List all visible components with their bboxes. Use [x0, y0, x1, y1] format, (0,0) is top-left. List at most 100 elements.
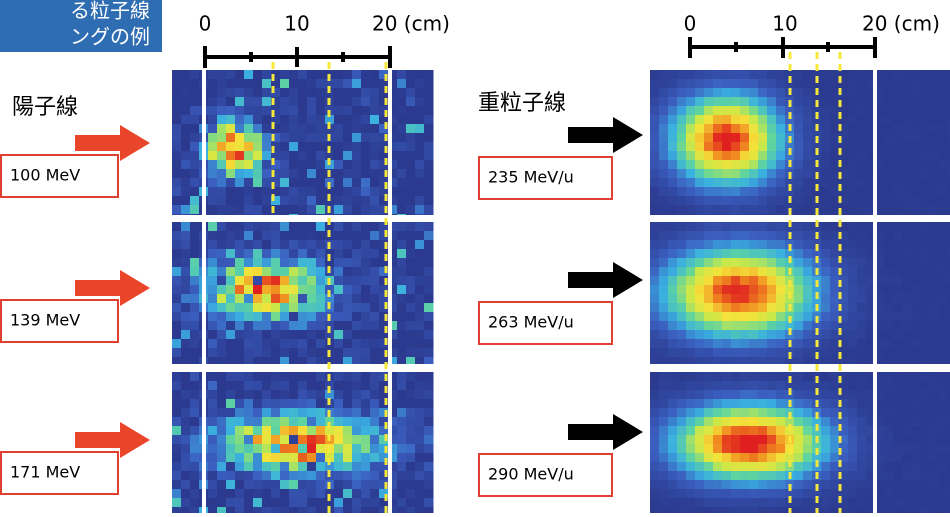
heatmap-cell — [190, 372, 200, 382]
heatmap-cell — [947, 408, 950, 418]
heatmap-cell — [776, 285, 786, 295]
heatmap-cell — [668, 178, 678, 188]
heatmap-cell — [722, 357, 732, 364]
heatmap-cell — [406, 240, 416, 250]
heatmap-cell — [767, 480, 777, 490]
heatmap-cell — [812, 417, 822, 427]
heatmap-cell — [253, 222, 263, 232]
heatmap-cell — [172, 79, 182, 89]
heatmap-cell — [722, 151, 732, 161]
heatmap-cell — [343, 435, 353, 445]
heatmap-cell — [253, 115, 263, 125]
heatmap-cell — [929, 70, 939, 80]
heatmap-cell — [325, 417, 335, 427]
heatmap-cell — [812, 115, 822, 125]
heatmap-cell — [650, 214, 660, 215]
heatmap-cell — [713, 79, 723, 89]
heatmap-cell — [758, 444, 768, 454]
heatmap-cell — [749, 222, 759, 232]
heatmap-cell — [875, 294, 885, 304]
heatmap-cell — [307, 115, 317, 125]
heatmap-cell — [253, 97, 263, 107]
heatmap-cell — [704, 426, 714, 436]
heatmap-cell — [722, 124, 732, 134]
heatmap-cell — [343, 276, 353, 286]
heatmap-cell — [713, 372, 723, 382]
heatmap-cell — [370, 489, 380, 499]
scale-label: 0 — [199, 12, 212, 36]
heatmap-cell — [677, 330, 687, 340]
heatmap-cell — [686, 348, 696, 358]
heatmap-cell — [334, 124, 344, 134]
heatmap-cell — [289, 381, 299, 391]
heatmap-cell — [316, 294, 326, 304]
heatmap-cell — [695, 426, 705, 436]
heatmap-cell — [659, 357, 669, 364]
heatmap-cell — [208, 381, 218, 391]
heatmap-cell — [668, 444, 678, 454]
heatmap-cell — [415, 276, 425, 286]
heatmap-cell — [713, 160, 723, 170]
heatmap-cell — [686, 133, 696, 143]
heatmap-cell — [857, 258, 867, 268]
energy-label: 171 MeV — [10, 463, 80, 482]
heatmap-cell — [677, 426, 687, 436]
heatmap-cell — [181, 187, 191, 197]
heatmap-cell — [226, 348, 236, 358]
heatmap-cell — [668, 133, 678, 143]
heatmap-cell — [749, 498, 759, 508]
heatmap-cell — [406, 231, 416, 241]
heatmap-cell — [821, 357, 831, 364]
heatmap-cell — [884, 88, 894, 98]
heatmap-cell — [713, 426, 723, 436]
heatmap-cell — [812, 151, 822, 161]
heatmap-cell — [902, 222, 912, 232]
heatmap-cell — [920, 444, 930, 454]
heatmap-cell — [893, 426, 903, 436]
heatmap-cell — [388, 453, 398, 463]
heatmap-cell — [875, 417, 885, 427]
heatmap-cell — [686, 222, 696, 232]
heatmap-cell — [740, 205, 750, 215]
heatmap-cell — [334, 79, 344, 89]
heatmap-cell — [352, 196, 362, 206]
heatmap-cell — [226, 408, 236, 418]
heatmap-cell — [650, 471, 660, 481]
heatmap-cell — [893, 357, 903, 364]
heatmap-cell — [650, 462, 660, 472]
heatmap-cell — [181, 205, 191, 215]
heatmap-cell — [262, 408, 272, 418]
heatmap-cell — [343, 357, 353, 364]
heatmap-cell — [244, 408, 254, 418]
heatmap-cell — [325, 151, 335, 161]
heatmap-cell — [785, 249, 795, 259]
heatmap-cell — [650, 249, 660, 259]
heatmap-cell — [415, 124, 425, 134]
heatmap-cell — [235, 88, 245, 98]
heatmap-cell — [352, 240, 362, 250]
heatmap-cell — [902, 435, 912, 445]
heatmap-cell — [298, 444, 308, 454]
heatmap-cell — [280, 453, 290, 463]
heatmap-cell — [244, 151, 254, 161]
heatmap-cell — [379, 480, 389, 490]
heatmap-cell — [424, 444, 434, 454]
heatmap-cell — [190, 417, 200, 427]
heatmap-cell — [677, 142, 687, 152]
heatmap-cell — [884, 480, 894, 490]
heatmap-cell — [821, 390, 831, 400]
heatmap-cell — [938, 399, 948, 409]
heatmap-cell — [235, 426, 245, 436]
heatmap-cell — [920, 151, 930, 161]
heatmap-cell — [298, 178, 308, 188]
heatmap-cell — [271, 70, 281, 80]
heatmap-cell — [875, 249, 885, 259]
heatmap-cell — [758, 70, 768, 80]
heatmap-cell — [884, 399, 894, 409]
heatmap-cell — [695, 321, 705, 331]
heatmap-cell — [929, 435, 939, 445]
heatmap-cell — [424, 106, 434, 116]
heatmap-cell — [830, 97, 840, 107]
heatmap-cell — [749, 205, 759, 215]
heatmap-cell — [803, 205, 813, 215]
